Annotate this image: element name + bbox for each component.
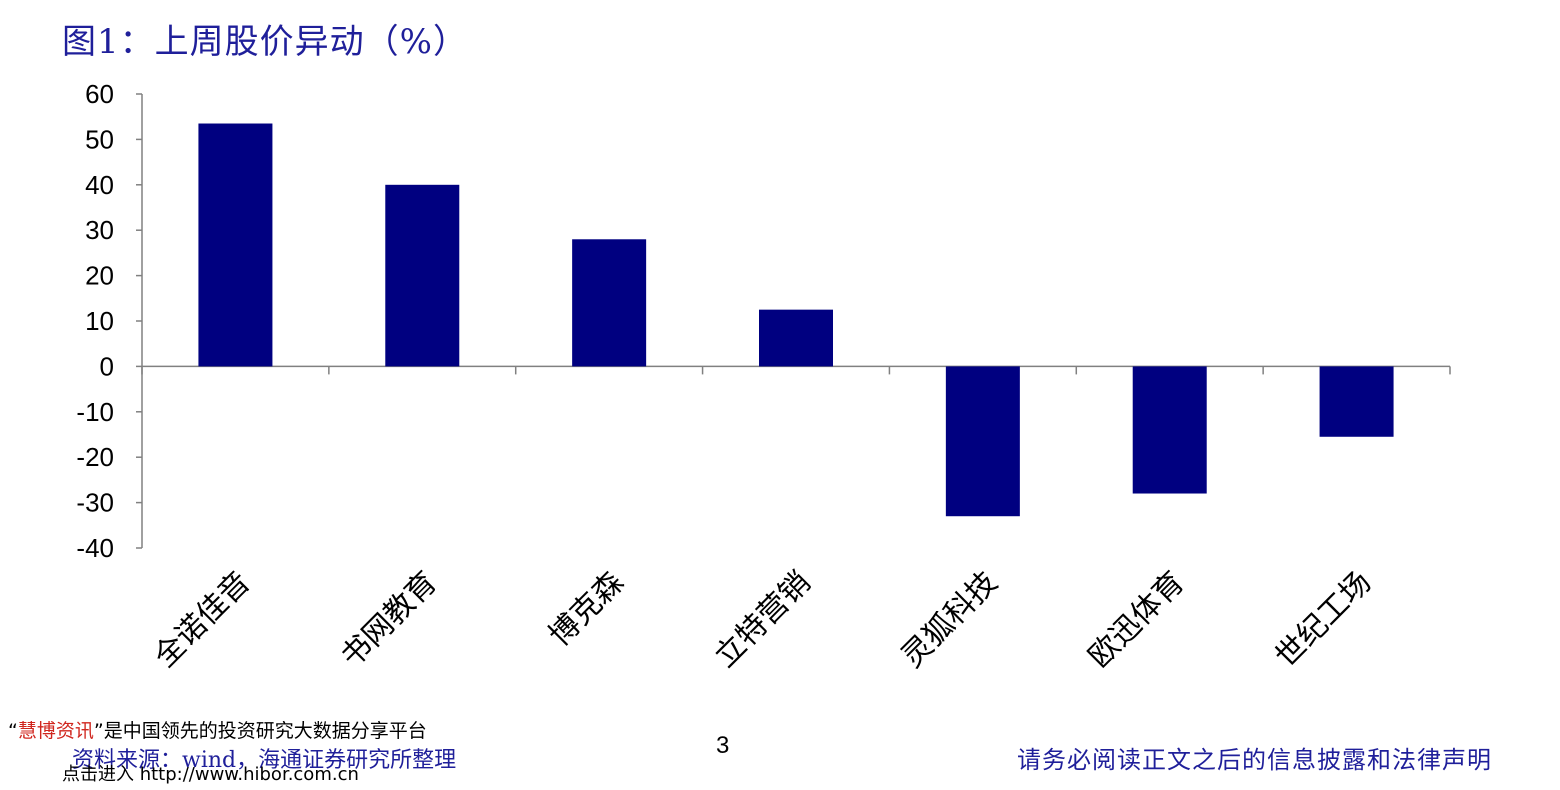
bar-chart: 60 50 40 30 20 10 0 -10 -20 -30 -40 全诺佳音 书网教育 博克森 立特营… (76, 79, 1451, 675)
bar-2 (385, 184, 460, 367)
category-label: 灵狐科技 (895, 565, 1005, 675)
category-label: 全诺佳音 (147, 565, 257, 675)
y-tick-label: 0 (100, 351, 114, 381)
category-label: 立特营销 (708, 565, 818, 675)
disclaimer-text: 请务必阅读正文之后的信息披露和法律声明 (1017, 746, 1492, 774)
bar-1 (198, 123, 273, 367)
y-tick-label: 10 (85, 306, 114, 336)
promo-text: ”是中国领先的投资研究大数据分享平台 (93, 720, 427, 742)
y-tick-label: -10 (76, 397, 114, 427)
y-tick-label: 20 (85, 261, 114, 291)
category-label: 书网教育 (334, 565, 444, 675)
category-label: 欧迅体育 (1082, 565, 1192, 675)
category-label: 博克森 (542, 565, 630, 653)
category-label: 世纪工场 (1269, 565, 1379, 675)
bar-5 (945, 366, 1020, 517)
y-tick-label: 30 (85, 215, 114, 245)
promo-quote-open: “ (8, 720, 18, 742)
footer-promo: “慧博资讯”是中国领先的投资研究大数据分享平台 (8, 716, 427, 743)
y-tick-label: 50 (85, 124, 114, 154)
chart-title: 图1：上周股价异动（%） (62, 22, 468, 62)
source-note: 资料来源：wind，海通证券研究所整理 (72, 748, 457, 773)
y-tick-label: 40 (85, 170, 114, 200)
y-tick-label: -20 (76, 442, 114, 472)
bar-3 (572, 239, 647, 367)
bar-4 (759, 309, 833, 367)
promo-brand: 慧博资讯 (17, 720, 94, 742)
bar-7 (1319, 366, 1394, 437)
labels-layer: 全诺佳音 书网教育 博克森 立特营销 灵狐科技 欧迅体育 世纪工场 (147, 565, 1378, 675)
y-tick-label: -40 (76, 533, 114, 563)
bar-6 (1132, 366, 1207, 494)
y-tick-label: -30 (76, 488, 114, 518)
y-tick-label: 60 (85, 79, 114, 109)
hibor-link[interactable]: 点击进入 http://www.hibor.com.cn (62, 764, 359, 785)
bars-layer (198, 123, 1394, 517)
page-number: 3 (716, 732, 730, 759)
